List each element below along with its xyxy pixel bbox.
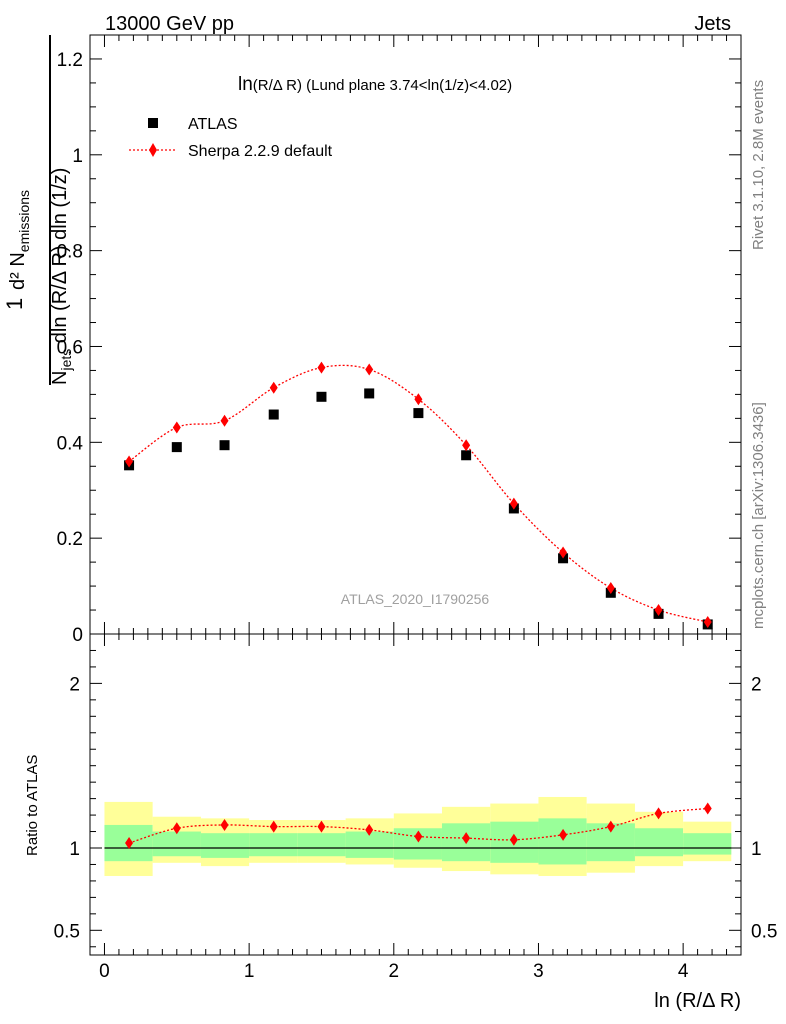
sherpa-point — [365, 363, 374, 376]
band-inner-bin — [683, 833, 732, 855]
ratio-plot: 0 1 2 3 4 0.5 0.5 1 1 2 2 — [54, 633, 777, 982]
legend-marker-sherpa — [149, 143, 157, 157]
atlas-point — [461, 450, 472, 461]
sherpa-point — [172, 421, 181, 434]
sherpa-ratio-point — [462, 832, 471, 845]
x-tick-label: 3 — [533, 961, 544, 982]
x-tick-label: 0 — [99, 961, 110, 982]
sherpa-point — [606, 581, 615, 594]
sherpa-point — [559, 546, 568, 559]
sherpa-ratio-point — [317, 820, 326, 833]
band-inner-bin — [297, 833, 346, 857]
ylabel-derivative: d² Nemissions — [7, 190, 32, 290]
header-left: 13000 GeV pp — [105, 13, 234, 35]
sherpa-ratio-point — [654, 807, 663, 820]
y-tick-label: 0.4 — [57, 433, 84, 454]
y-tick-label: 0.2 — [57, 529, 83, 550]
atlas-point — [364, 388, 375, 399]
legend: ATLAS Sherpa 2.2.9 default — [129, 116, 333, 160]
sherpa-ratio-point — [559, 828, 568, 841]
band-inner-bin — [634, 828, 684, 857]
sherpa-ratio-point — [125, 837, 134, 850]
ratio-y-tick-label-right: 2 — [751, 674, 762, 695]
sherpa-ratio-point — [220, 818, 229, 831]
x-tick-label: 1 — [244, 961, 255, 982]
atlas-point — [171, 442, 182, 453]
sherpa-curve — [128, 364, 708, 623]
header-right: Jets — [694, 13, 731, 35]
sherpa-point — [462, 439, 471, 452]
band-inner-bin — [200, 833, 250, 858]
sherpa-ratio-point — [509, 833, 518, 846]
legend-label-atlas: ATLAS — [188, 116, 238, 133]
ratio-y-tick-label: 2 — [69, 674, 80, 695]
x-tick-label: 4 — [678, 961, 689, 982]
x-axis-label: ln (R/Δ R) — [654, 990, 741, 1012]
band-inner-bin — [152, 831, 201, 857]
sherpa-point — [703, 616, 712, 629]
x-tick-label: 2 — [389, 961, 400, 982]
sherpa-ratio-point — [365, 823, 374, 836]
sherpa-point — [509, 497, 518, 510]
y-axis-label-main: Njets dln (R/Δ R) dln (1/z) d² Nemission… — [7, 35, 74, 385]
ratio-y-tick-label-right: 1 — [751, 839, 762, 860]
analysis-watermark: ATLAS_2020_I1790256 — [341, 591, 490, 607]
band-inner-bin — [249, 833, 298, 857]
sherpa-point — [414, 393, 423, 406]
sherpa-ratio-point — [703, 802, 712, 815]
sherpa-point — [317, 361, 326, 374]
ylabel-one: 1 — [2, 298, 27, 310]
ratio-frame — [89, 633, 742, 956]
ratio-y-tick-label: 1 — [69, 839, 80, 860]
y-tick-label: 1.2 — [57, 50, 83, 71]
y-tick-label: 1 — [72, 146, 83, 167]
atlas-point — [413, 408, 424, 419]
rivet-label: Rivet 3.1.10, 2.8M events — [750, 80, 767, 250]
sherpa-ratio-point — [414, 830, 423, 843]
band-inner-bin — [345, 831, 394, 858]
atlas-point — [268, 409, 279, 420]
atlas-point — [219, 440, 230, 451]
ylabel-denominator: Njets dln (R/Δ R) dln (1/z) — [49, 168, 74, 385]
sherpa-ratio-point — [606, 820, 615, 833]
y-tick-label: 0.8 — [57, 242, 83, 263]
sherpa-ratio-point — [172, 822, 181, 835]
sherpa-point — [654, 604, 663, 617]
ratio-ylabel: Ratio to ATLAS — [24, 755, 41, 856]
plot-title: ln(R/Δ R) (Lund plane 3.74<ln(1/z)<4.02) — [238, 74, 512, 95]
mcplots-label: mcplots.cern.ch [arXiv:1306.3436] — [750, 402, 767, 629]
ratio-y-tick-label: 0.5 — [54, 921, 80, 942]
atlas-point — [316, 391, 327, 402]
band-inner-bin — [538, 818, 587, 865]
sherpa-point — [269, 381, 278, 394]
ratio-y-tick-label-right: 0.5 — [751, 921, 777, 942]
sherpa-ratio-point — [269, 820, 278, 833]
legend-label-sherpa: Sherpa 2.2.9 default — [188, 143, 333, 160]
sherpa-point — [125, 455, 134, 468]
main-plot: 0 0.2 0.4 0.6 0.8 1 1.2 — [57, 34, 742, 646]
legend-marker-atlas — [148, 118, 158, 128]
sherpa-point — [220, 414, 229, 427]
y-tick-label: 0 — [72, 625, 83, 646]
y-tick-label: 0.6 — [57, 337, 83, 358]
